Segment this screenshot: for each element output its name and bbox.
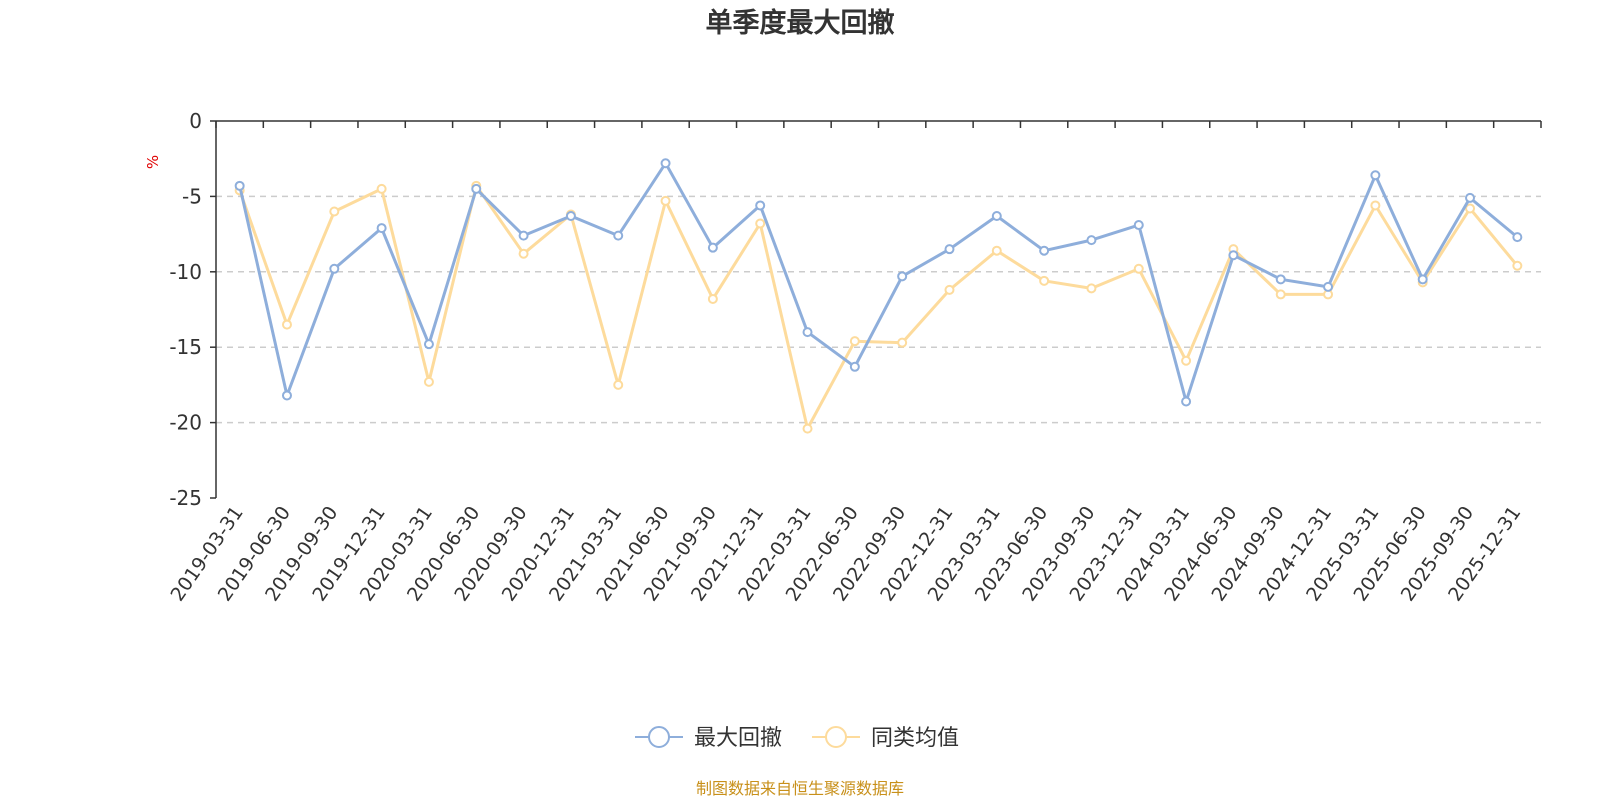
data-point[interactable] [565,211,576,222]
data-point[interactable] [1417,274,1428,285]
data-point[interactable] [613,379,624,390]
data-point[interactable] [944,244,955,255]
data-point[interactable] [1133,263,1144,274]
data-point[interactable] [1133,220,1144,231]
y-tick-label: -25 [169,486,202,510]
data-point[interactable] [849,336,860,347]
data-point[interactable] [1275,289,1286,300]
legend-marker [825,726,847,748]
data-point[interactable] [660,158,671,169]
data-point[interactable] [802,327,813,338]
data-point[interactable] [1039,275,1050,286]
data-point[interactable] [1086,235,1097,246]
data-point[interactable] [1086,283,1097,294]
data-point[interactable] [707,293,718,304]
series-layer [234,158,1523,434]
data-point[interactable] [849,361,860,372]
data-point[interactable] [1465,192,1476,203]
y-tick-label: 0 [189,109,202,133]
data-point[interactable] [1512,260,1523,271]
series-line [238,184,1519,431]
legend-marker [648,726,670,748]
legend-label: 最大回撤 [694,726,782,751]
data-point[interactable] [329,263,340,274]
legend-item-0[interactable]: 最大回撤 [635,726,782,751]
data-point[interactable] [329,206,340,217]
data-point[interactable] [991,211,1002,222]
data-point[interactable] [1181,355,1192,366]
y-tick-label: -10 [169,260,202,284]
data-point[interactable] [1512,232,1523,243]
data-point[interactable] [897,271,908,282]
data-point[interactable] [1039,245,1050,256]
y-tick-label: -20 [169,411,202,435]
data-point[interactable] [660,195,671,206]
data-point[interactable] [423,376,434,387]
data-point[interactable] [1181,396,1192,407]
data-point[interactable] [234,180,245,191]
series-0 [234,158,1523,407]
data-point[interactable] [376,223,387,234]
y-tick-label: -5 [182,184,202,208]
data-point[interactable] [991,245,1002,256]
y-axis-unit: % [144,155,162,169]
series-1 [234,180,1523,434]
data-point[interactable] [1228,250,1239,261]
data-point[interactable] [1323,281,1334,292]
data-point[interactable] [944,284,955,295]
data-point[interactable] [755,218,766,229]
legend-label: 同类均值 [871,726,959,751]
data-point[interactable] [376,183,387,194]
data-point[interactable] [707,242,718,253]
data-point[interactable] [613,230,624,241]
data-point[interactable] [281,390,292,401]
data-point[interactable] [1370,200,1381,211]
data-point[interactable] [423,339,434,350]
data-point[interactable] [1465,203,1476,214]
source-note: 制图数据来自恒生聚源数据库 [696,779,904,798]
data-point[interactable] [281,319,292,330]
legend-item-1[interactable]: 同类均值 [812,726,959,751]
data-point[interactable] [1370,170,1381,181]
y-tick-label: -15 [169,335,202,359]
data-point[interactable] [471,183,482,194]
legend[interactable]: 最大回撤 同类均值 [635,726,959,751]
data-point[interactable] [755,200,766,211]
axes: 0-5-10-15-20-252019-03-312019-06-302019-… [166,109,1542,605]
chart-title: 单季度最大回撤 [706,7,895,39]
data-point[interactable] [518,248,529,259]
series-line [238,161,1519,403]
data-point[interactable] [897,337,908,348]
data-point[interactable] [802,423,813,434]
data-point[interactable] [518,230,529,241]
data-point[interactable] [1275,274,1286,285]
